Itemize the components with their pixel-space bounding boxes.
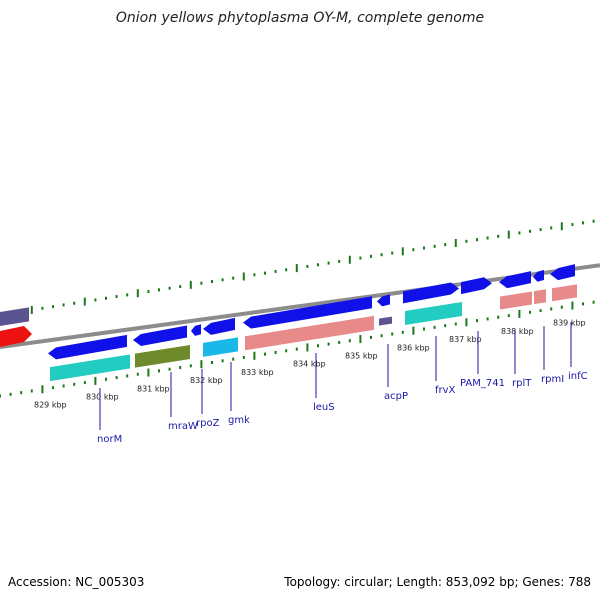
gene-bar-leuS [245, 315, 374, 351]
cds-arrow-norM [48, 334, 127, 360]
kbp-label: 839 kbp [553, 319, 586, 328]
cds-arrow-leuS [243, 296, 372, 329]
cds-arrow-mraW [133, 325, 187, 346]
gene-bar-acpP [379, 316, 392, 326]
gene-bar-rplT [500, 291, 532, 310]
partial-feature-slate [0, 307, 29, 326]
partial-feature-red [0, 325, 32, 347]
map-title: Onion yellows phytoplasma OY-M, complete… [115, 10, 485, 26]
cds-arrow-acpP [377, 294, 390, 307]
kbp-label: 830 kbp [86, 392, 119, 401]
gene-bar-frvX [405, 302, 462, 326]
gene-bar-infC [552, 284, 577, 302]
gene-label-gmk: gmk [228, 415, 250, 426]
genome-stats-text: Topology: circular; Length: 853,092 bp; … [284, 575, 591, 589]
cds-arrow-infC [550, 264, 575, 281]
gene-label-rpoZ: rpoZ [196, 418, 220, 429]
gene-bar-rpmI [534, 289, 546, 305]
kbp-label: 831 kbp [137, 384, 170, 393]
cds-arrow-gmk [203, 317, 235, 335]
gene-label-mraW: mraW [168, 421, 198, 432]
gene-bar-gmk [203, 337, 238, 357]
gene-label-frvX: frvX [435, 385, 456, 396]
kbp-label: 835 kbp [345, 351, 378, 360]
gene-label-norM: norM [97, 434, 122, 445]
gene-label-rpmI: rpmI [541, 374, 564, 385]
gene-label-leuS: leuS [313, 402, 335, 413]
cds-arrow-frvX [403, 282, 459, 304]
kbp-label: 837 kbp [449, 335, 482, 344]
cds-arrow-rpmI [533, 270, 544, 282]
gene-label-PAM_741: PAM_741 [460, 378, 505, 389]
accession-text: Accession: NC_005303 [8, 575, 145, 589]
gene-bar-norM [50, 354, 130, 382]
kbp-label: 829 kbp [34, 401, 67, 410]
kbp-label: 838 kbp [501, 327, 534, 336]
cds-arrow-rplT [499, 271, 531, 289]
cds-arrow-PAM_741 [461, 277, 492, 295]
kbp-label: 834 kbp [293, 360, 326, 369]
kbp-label: 833 kbp [241, 368, 274, 377]
genome-backbone [0, 263, 600, 349]
gene-label-rplT: rplT [512, 378, 532, 389]
cds-arrow-rpoZ [191, 324, 201, 336]
kbp-label: 836 kbp [397, 343, 430, 352]
gene-label-acpP: acpP [384, 391, 408, 402]
gene-label-infC: infC [568, 371, 588, 382]
kbp-label: 832 kbp [190, 376, 223, 385]
gene-bar-mraW [135, 344, 190, 368]
